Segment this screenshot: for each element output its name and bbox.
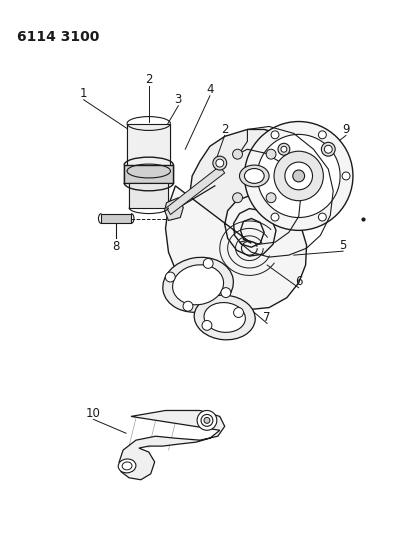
Ellipse shape bbox=[118, 459, 136, 473]
Text: 6: 6 bbox=[295, 276, 302, 288]
Circle shape bbox=[318, 131, 326, 139]
Polygon shape bbox=[119, 410, 225, 480]
Polygon shape bbox=[166, 186, 306, 310]
Circle shape bbox=[271, 213, 279, 221]
Circle shape bbox=[278, 143, 290, 155]
Circle shape bbox=[324, 146, 332, 153]
Circle shape bbox=[165, 272, 175, 282]
Text: 1: 1 bbox=[80, 87, 87, 100]
Text: 2: 2 bbox=[145, 74, 153, 86]
Text: 8: 8 bbox=[113, 240, 120, 253]
Polygon shape bbox=[127, 124, 171, 171]
Circle shape bbox=[204, 417, 210, 423]
Circle shape bbox=[247, 172, 255, 180]
Circle shape bbox=[202, 320, 212, 330]
Ellipse shape bbox=[239, 165, 269, 187]
Ellipse shape bbox=[244, 168, 264, 183]
Circle shape bbox=[213, 156, 227, 170]
Text: 9: 9 bbox=[342, 123, 350, 136]
Circle shape bbox=[293, 170, 305, 182]
Circle shape bbox=[266, 149, 276, 159]
Circle shape bbox=[183, 301, 193, 311]
Text: 4: 4 bbox=[206, 83, 214, 96]
Circle shape bbox=[233, 193, 242, 203]
Polygon shape bbox=[190, 130, 294, 240]
Circle shape bbox=[271, 131, 279, 139]
Polygon shape bbox=[164, 198, 183, 221]
Circle shape bbox=[234, 308, 244, 318]
Text: 3: 3 bbox=[175, 93, 182, 106]
Circle shape bbox=[274, 151, 324, 201]
Circle shape bbox=[322, 142, 335, 156]
Ellipse shape bbox=[122, 462, 132, 470]
Ellipse shape bbox=[194, 295, 255, 340]
Polygon shape bbox=[102, 214, 131, 223]
Circle shape bbox=[281, 146, 287, 152]
Circle shape bbox=[285, 162, 313, 190]
Text: 7: 7 bbox=[264, 311, 271, 324]
Circle shape bbox=[342, 172, 350, 180]
Ellipse shape bbox=[173, 265, 224, 305]
Circle shape bbox=[203, 259, 213, 269]
Text: 10: 10 bbox=[86, 407, 101, 420]
Polygon shape bbox=[124, 165, 173, 183]
Text: 5: 5 bbox=[339, 239, 347, 252]
Polygon shape bbox=[166, 166, 225, 215]
Circle shape bbox=[266, 193, 276, 203]
Polygon shape bbox=[129, 183, 169, 208]
Circle shape bbox=[216, 159, 224, 167]
Ellipse shape bbox=[204, 303, 245, 333]
Ellipse shape bbox=[163, 257, 233, 312]
Circle shape bbox=[197, 410, 217, 430]
Circle shape bbox=[318, 213, 326, 221]
Text: 6114 3100: 6114 3100 bbox=[17, 30, 99, 44]
Circle shape bbox=[201, 415, 213, 426]
Text: 2: 2 bbox=[221, 123, 228, 136]
Circle shape bbox=[221, 288, 231, 297]
Circle shape bbox=[244, 122, 353, 230]
Circle shape bbox=[257, 134, 340, 217]
Circle shape bbox=[233, 149, 242, 159]
